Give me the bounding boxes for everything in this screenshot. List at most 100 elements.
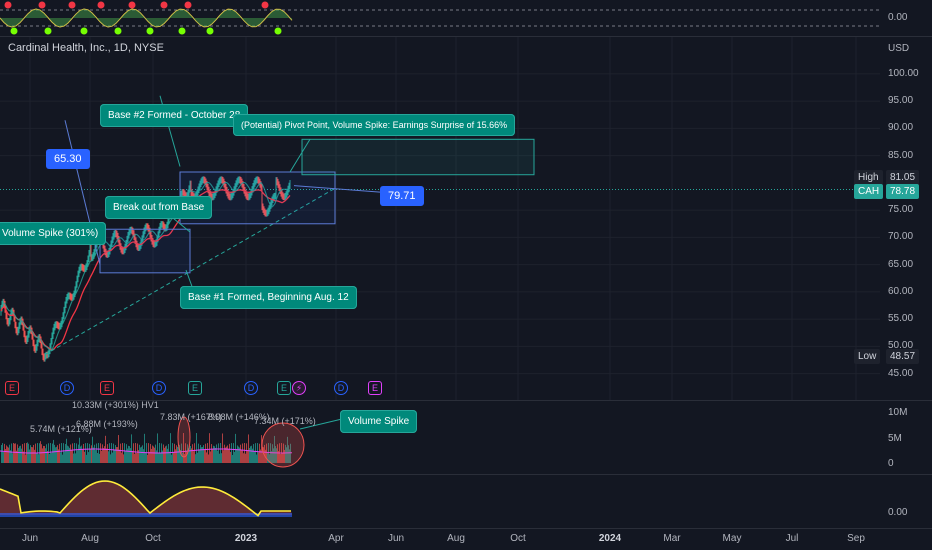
pane-separator[interactable] — [0, 474, 932, 475]
volume-bar — [232, 454, 233, 463]
oscillator-pane[interactable] — [0, 475, 880, 528]
volume-bar — [198, 443, 199, 463]
earnings-icon[interactable]: E — [277, 381, 291, 395]
volume-bar — [80, 446, 81, 463]
earnings-icon[interactable]: E — [188, 381, 202, 395]
volume-bar — [199, 449, 200, 463]
volume-bar — [186, 450, 187, 463]
split-icon[interactable]: ⚡ — [292, 381, 306, 395]
time-axis-border — [0, 528, 932, 529]
volume-pane[interactable] — [0, 401, 880, 474]
high-label: High — [854, 170, 883, 185]
volume-bar — [263, 447, 264, 463]
price-tick: 65.00 — [888, 258, 914, 270]
volume-bar — [201, 447, 202, 463]
price-pane[interactable] — [0, 37, 880, 400]
price-7971-pill[interactable]: 79.71 — [380, 186, 424, 206]
volume-bar — [276, 448, 277, 463]
volume-bar — [98, 443, 99, 463]
volume-bar — [6, 445, 7, 463]
signal-dot-red — [261, 1, 269, 9]
volume-bar — [289, 449, 290, 463]
volume-bar — [168, 444, 169, 463]
dividend-icon[interactable]: D — [334, 381, 348, 395]
volume-bar — [22, 444, 23, 463]
dividend-icon[interactable]: D — [244, 381, 258, 395]
volume-bar — [273, 448, 274, 463]
oscillator-line — [0, 480, 291, 517]
volume-bar — [72, 443, 73, 463]
volume-bar — [209, 433, 210, 463]
volume-bar — [275, 446, 276, 463]
price-axis[interactable]: USD 100.00 95.00 90.00 85.00 75.00 70.00 65.00… — [880, 37, 932, 400]
volume-bar — [141, 446, 142, 463]
volume-label-2: 6.88M (+193%) — [76, 419, 138, 429]
volume-bar — [215, 447, 216, 463]
volume-bar — [142, 445, 143, 463]
volume-bar — [147, 454, 148, 463]
volume-bar — [136, 453, 137, 463]
volume-bar — [260, 449, 261, 463]
last-price-tag: 78.78 — [886, 184, 920, 199]
volume-bar — [239, 447, 240, 463]
dividend-icon[interactable]: D — [152, 381, 166, 395]
volume-bar — [2, 443, 3, 463]
signal-dot-red — [38, 1, 46, 9]
volume-bar — [220, 443, 221, 463]
time-tick: Jul — [785, 533, 799, 544]
volume-bar — [57, 445, 58, 463]
volume-bar — [18, 447, 19, 463]
volume-bar — [184, 454, 185, 463]
volume-bar — [63, 443, 64, 463]
volume-bar — [191, 448, 192, 463]
volume-bar — [114, 449, 115, 463]
volume-bar — [203, 445, 204, 463]
earnings-icon[interactable]: E — [5, 381, 19, 395]
earnings-icon[interactable]: E — [100, 381, 114, 395]
volume-bar — [288, 445, 289, 463]
volume-bar — [77, 450, 78, 463]
base1-callout[interactable]: Base #1 Formed, Beginning Aug. 12 — [180, 286, 357, 309]
volume-bar — [259, 443, 260, 463]
volume-bar — [247, 450, 248, 463]
ma-green-line — [0, 181, 291, 351]
dividend-icon[interactable]: D — [60, 381, 74, 395]
time-tick: Sep — [847, 533, 865, 544]
base2-callout[interactable]: Base #2 Formed - October 28 — [100, 104, 249, 127]
ticker-title[interactable]: Cardinal Health, Inc., 1D, NYSE — [8, 42, 164, 54]
pane-separator[interactable] — [0, 400, 932, 401]
volume-bar — [91, 445, 92, 463]
pivot-callout[interactable]: (Potential) Pivot Point, Volume Spike: E… — [233, 114, 516, 136]
volume-bar — [180, 449, 181, 463]
volume-bar — [46, 444, 47, 463]
volume-bar — [143, 449, 144, 463]
volume-bar — [188, 448, 189, 463]
top-indicator-axis: 0.00 — [880, 0, 932, 36]
earnings-icon[interactable]: E — [368, 381, 382, 395]
pane-separator[interactable] — [0, 36, 932, 37]
signal-dot-red — [68, 1, 76, 9]
signal-dot-red — [4, 1, 12, 9]
volume-bar — [237, 445, 238, 463]
volume-spike-301-callout[interactable]: Volume Spike (301%) — [0, 222, 107, 245]
volume-spike-callout[interactable]: Volume Spike — [340, 410, 418, 433]
volume-bar — [127, 448, 128, 463]
volume-bar — [97, 453, 98, 463]
breakout-callout[interactable]: Break out from Base — [105, 196, 213, 219]
symbol-tag: CAH — [854, 184, 884, 199]
volume-bar — [284, 449, 285, 463]
volume-bar — [226, 446, 227, 463]
volume-bar — [113, 443, 114, 463]
volume-bar — [41, 444, 42, 463]
volume-bar — [17, 444, 18, 463]
volume-bar — [133, 443, 134, 463]
price-6530-pill[interactable]: 65.30 — [46, 149, 90, 169]
time-tick: Aug — [447, 533, 465, 544]
volume-bar — [43, 445, 44, 463]
volume-bar — [8, 447, 9, 463]
volume-bar — [255, 443, 256, 463]
volume-bar — [190, 445, 191, 463]
volume-bar — [213, 445, 214, 463]
volume-bar — [175, 449, 176, 463]
volume-bar — [165, 446, 166, 463]
